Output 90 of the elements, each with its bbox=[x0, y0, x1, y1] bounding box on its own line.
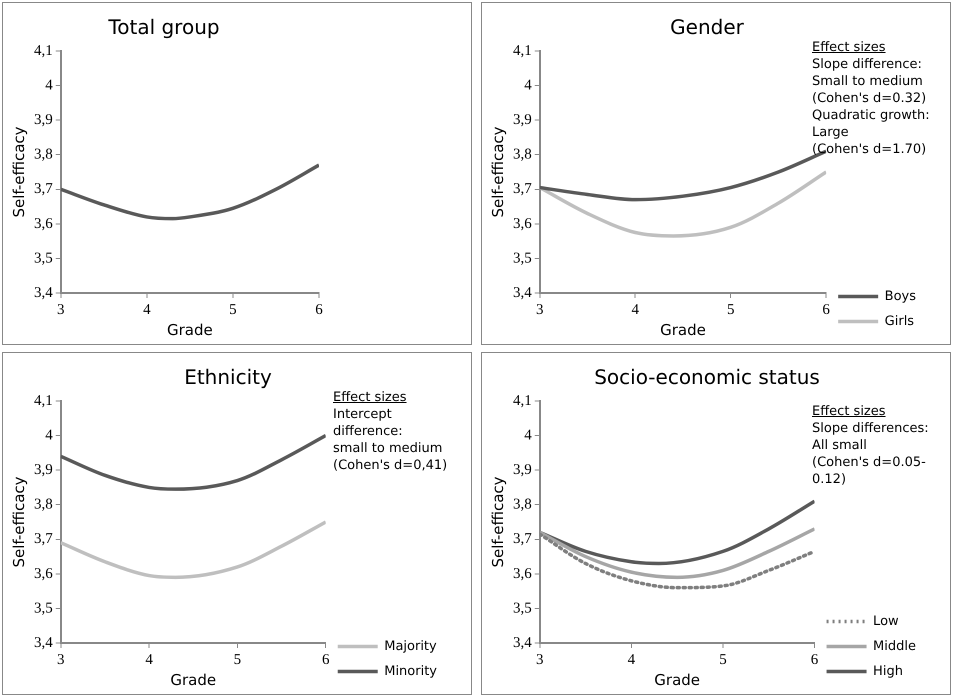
x-tick-label: 6 bbox=[822, 302, 830, 318]
y-tick-label: 3,4 bbox=[34, 284, 54, 301]
y-tick-label: 3,8 bbox=[513, 146, 532, 163]
x-axis-title: Grade bbox=[660, 320, 706, 339]
y-tick-label: 3,8 bbox=[34, 496, 53, 513]
y-tick-label: 3,6 bbox=[34, 566, 54, 582]
y-tick-label: 3,5 bbox=[513, 600, 532, 616]
legend-label: Girls bbox=[884, 314, 914, 329]
chart-title: Socio-economic status bbox=[594, 365, 820, 390]
y-tick-label: 3,6 bbox=[34, 216, 54, 232]
y-tick-label: 3,8 bbox=[513, 496, 532, 513]
chart-title: Gender bbox=[670, 15, 745, 40]
x-tick-label: 3 bbox=[57, 652, 64, 668]
y-tick-label: 3,9 bbox=[513, 112, 532, 128]
line-series bbox=[540, 500, 815, 566]
y-tick-label: 3,7 bbox=[513, 531, 532, 548]
legend-label: Minority bbox=[384, 664, 438, 679]
y-tick-label: 3,7 bbox=[34, 181, 54, 198]
chart-title: Ethnicity bbox=[184, 365, 272, 390]
y-tick-label: 3,4 bbox=[34, 634, 54, 651]
x-tick-label: 6 bbox=[810, 652, 819, 668]
text: difference: bbox=[333, 423, 404, 440]
legend-label: Majority bbox=[384, 638, 438, 654]
y-axis-title: Self-efficacy bbox=[10, 476, 28, 568]
y-axis-title: Self-efficacy bbox=[488, 476, 507, 568]
y-tick-label: 3,4 bbox=[513, 284, 532, 301]
y-tick-label: 4 bbox=[45, 428, 54, 444]
annotation: Small to medium bbox=[812, 73, 924, 90]
line-series bbox=[60, 434, 326, 491]
x-tick-label: 4 bbox=[143, 302, 152, 318]
y-tick-label: 3,8 bbox=[34, 146, 53, 163]
text: Intercept bbox=[333, 406, 393, 423]
y-tick-label: 3,5 bbox=[34, 600, 53, 616]
x-tick-label: 6 bbox=[315, 302, 324, 318]
y-axis-title: Self-efficacy bbox=[488, 126, 507, 218]
annotation: All small bbox=[812, 437, 868, 454]
x-tick-label: 5 bbox=[726, 302, 734, 318]
annotation: Large bbox=[812, 124, 850, 141]
x-tick-label: 4 bbox=[628, 652, 636, 668]
text: Effect sizes bbox=[333, 389, 408, 406]
legend-label: Boys bbox=[884, 288, 916, 304]
y-tick-label: 4 bbox=[524, 428, 532, 444]
annotation: Effect sizes bbox=[812, 39, 887, 56]
text: small to medium bbox=[333, 440, 444, 457]
x-tick-label: 3 bbox=[57, 302, 64, 318]
legend-label: Middle bbox=[873, 638, 916, 654]
x-tick-label: 5 bbox=[229, 302, 237, 318]
annotation: Slope differences: bbox=[812, 420, 929, 437]
y-tick-label: 3,4 bbox=[513, 634, 532, 651]
x-tick-label: 4 bbox=[145, 652, 154, 668]
y-tick-label: 4,1 bbox=[34, 42, 53, 59]
y-tick-label: 3,6 bbox=[513, 216, 532, 232]
x-tick-label: 4 bbox=[631, 302, 640, 318]
annotation: (Cohen's d=1.70) bbox=[812, 141, 928, 158]
y-tick-label: 4,1 bbox=[513, 42, 532, 59]
legend-label: High bbox=[873, 664, 903, 679]
annotation: (Cohen's d=0.32) bbox=[812, 90, 928, 107]
line-series bbox=[540, 527, 815, 580]
y-tick-label: 3,9 bbox=[34, 112, 53, 128]
annotation: 0.12) bbox=[812, 471, 848, 488]
x-axis-title: Grade bbox=[654, 670, 700, 689]
annotation: (Cohen's d=0.05- bbox=[812, 454, 927, 471]
line-series bbox=[60, 163, 319, 220]
x-axis-title: Grade bbox=[170, 670, 216, 689]
y-axis-title: Self-efficacy bbox=[10, 126, 28, 218]
x-tick-label: 3 bbox=[536, 652, 544, 668]
y-tick-label: 4 bbox=[45, 78, 54, 94]
y-tick-label: 3,9 bbox=[513, 462, 532, 478]
legend-label: Low bbox=[873, 614, 900, 629]
y-tick-label: 3,7 bbox=[513, 181, 532, 198]
y-tick-label: 4,1 bbox=[513, 392, 532, 409]
annotation: Effect sizes bbox=[812, 403, 887, 420]
x-tick-label: 3 bbox=[536, 302, 544, 318]
text: (Cohen's d=0,41) bbox=[333, 457, 448, 474]
y-tick-label: 3,5 bbox=[34, 250, 53, 266]
y-tick-label: 3,5 bbox=[513, 250, 532, 266]
y-tick-label: 4,1 bbox=[34, 392, 53, 409]
y-tick-label: 3,7 bbox=[34, 531, 54, 548]
annotation: Slope difference: bbox=[812, 56, 923, 73]
line-series bbox=[60, 520, 326, 580]
x-tick-label: 6 bbox=[322, 652, 330, 668]
y-tick-label: 3,9 bbox=[34, 462, 53, 478]
y-tick-label: 4 bbox=[524, 78, 532, 94]
chart-title: Total group bbox=[107, 15, 220, 40]
y-tick-label: 3,6 bbox=[513, 566, 532, 582]
x-axis-title: Grade bbox=[167, 320, 213, 339]
x-tick-label: 5 bbox=[719, 652, 727, 668]
line-series bbox=[540, 170, 826, 238]
x-tick-label: 5 bbox=[234, 652, 242, 668]
annotation: Quadratic growth: bbox=[812, 107, 930, 124]
